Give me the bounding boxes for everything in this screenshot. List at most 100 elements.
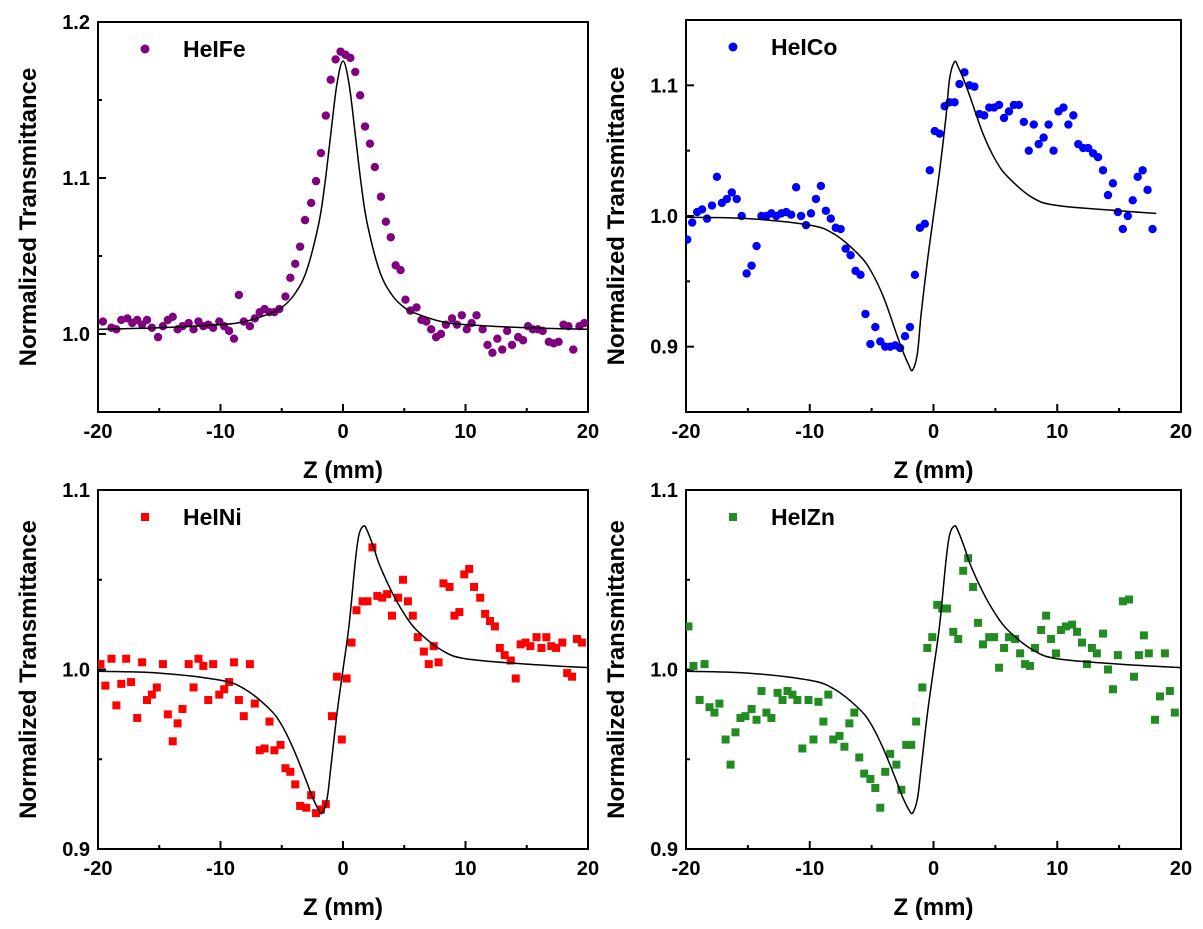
- y-tick-label: 1.0: [62, 324, 90, 346]
- data-point: [1004, 633, 1013, 642]
- data-point: [687, 218, 697, 227]
- data-point: [332, 672, 341, 681]
- data-point: [1160, 649, 1169, 658]
- data-point: [142, 315, 152, 325]
- data-point: [1087, 643, 1096, 652]
- data-point: [184, 660, 193, 669]
- data-point: [189, 325, 198, 334]
- data-point: [365, 139, 375, 148]
- data-point: [736, 713, 745, 722]
- data-point: [351, 67, 360, 77]
- data-point: [147, 690, 156, 699]
- y-tick-label: 1.0: [62, 660, 90, 682]
- data-point: [580, 318, 588, 328]
- data-point: [819, 717, 828, 726]
- data-point: [429, 642, 438, 651]
- data-point: [955, 79, 964, 89]
- data-point: [970, 82, 979, 91]
- data-point: [871, 783, 880, 792]
- data-point: [321, 111, 331, 120]
- data-point: [1138, 166, 1147, 175]
- y-tick-label: 0.9: [62, 839, 90, 861]
- data-point: [752, 241, 761, 251]
- data-point: [204, 696, 213, 705]
- data-point: [500, 651, 509, 660]
- data-point: [796, 211, 806, 221]
- data-point: [686, 622, 693, 631]
- data-point: [445, 582, 454, 591]
- data-point: [741, 712, 750, 721]
- data-point: [427, 325, 436, 334]
- data-point: [107, 654, 116, 663]
- data-point: [742, 269, 751, 278]
- data-point: [762, 708, 771, 717]
- data-point: [712, 172, 722, 181]
- chart-panel-2: -20 -10 0 10 20 0.9 1.0 1.1 Z (mm) Normalized Tra…: [603, 19, 1192, 484]
- data-point: [234, 290, 244, 300]
- data-point: [403, 597, 412, 606]
- data-point: [1125, 595, 1134, 604]
- data-point: [465, 564, 474, 573]
- data-point: [467, 318, 476, 328]
- data-point: [910, 270, 920, 279]
- data-point: [447, 314, 457, 323]
- data-point: [732, 194, 741, 204]
- data-point: [326, 75, 335, 84]
- data-point: [897, 785, 906, 794]
- data-point: [296, 801, 305, 810]
- data-point: [1049, 146, 1058, 155]
- data-point: [260, 744, 269, 753]
- data-point: [270, 746, 279, 755]
- fit-curve: [98, 525, 588, 815]
- y-tick-label: 1.1: [62, 168, 90, 190]
- data-point: [388, 611, 396, 620]
- x-axis-title: Z (mm): [303, 894, 383, 921]
- data-point: [457, 311, 467, 320]
- data-point: [1026, 661, 1035, 670]
- data-point: [537, 643, 546, 652]
- data-point: [239, 712, 248, 721]
- data-point: [532, 633, 541, 642]
- x-tick-label: 20: [1170, 421, 1192, 443]
- plot-area: [98, 47, 588, 357]
- data-point: [1108, 685, 1117, 694]
- data-point: [920, 219, 930, 229]
- chart-panel-1: -20 -10 0 10 20 1.0 1.1 1.2 Z (mm) Normalized Tra…: [15, 12, 599, 484]
- data-point: [933, 600, 942, 609]
- data-point: [702, 214, 712, 223]
- data-point: [521, 638, 530, 647]
- data-point: [778, 696, 787, 705]
- y-tick-label: 0.9: [650, 337, 678, 359]
- data-point: [506, 656, 515, 665]
- data-point: [695, 696, 704, 705]
- data-point: [876, 337, 885, 346]
- data-point: [1011, 634, 1020, 643]
- data-point: [1034, 139, 1043, 149]
- data-point: [337, 735, 346, 744]
- data-point: [757, 687, 766, 696]
- data-point: [184, 318, 193, 328]
- data-point: [168, 312, 177, 322]
- data-point: [791, 183, 801, 192]
- data-point: [747, 704, 756, 713]
- data-point: [836, 224, 845, 234]
- data-point: [721, 735, 730, 744]
- data-point: [450, 611, 459, 620]
- data-point: [360, 122, 370, 131]
- data-point: [101, 681, 110, 690]
- data-point: [229, 658, 238, 667]
- data-point: [1151, 715, 1160, 724]
- data-point: [918, 683, 927, 692]
- x-axis-title: Z (mm): [894, 894, 974, 921]
- data-point: [905, 322, 915, 332]
- y-tick-label: 0.9: [650, 839, 678, 861]
- data-point: [316, 148, 326, 158]
- data-point: [786, 210, 796, 219]
- plot-area: [686, 60, 1157, 372]
- data-point: [472, 311, 481, 320]
- y-axis-title: Normalized Transmittance: [15, 520, 42, 819]
- fit-curve: [686, 525, 1181, 815]
- data-point: [840, 742, 849, 751]
- data-point: [1134, 651, 1143, 660]
- data-point: [793, 696, 802, 705]
